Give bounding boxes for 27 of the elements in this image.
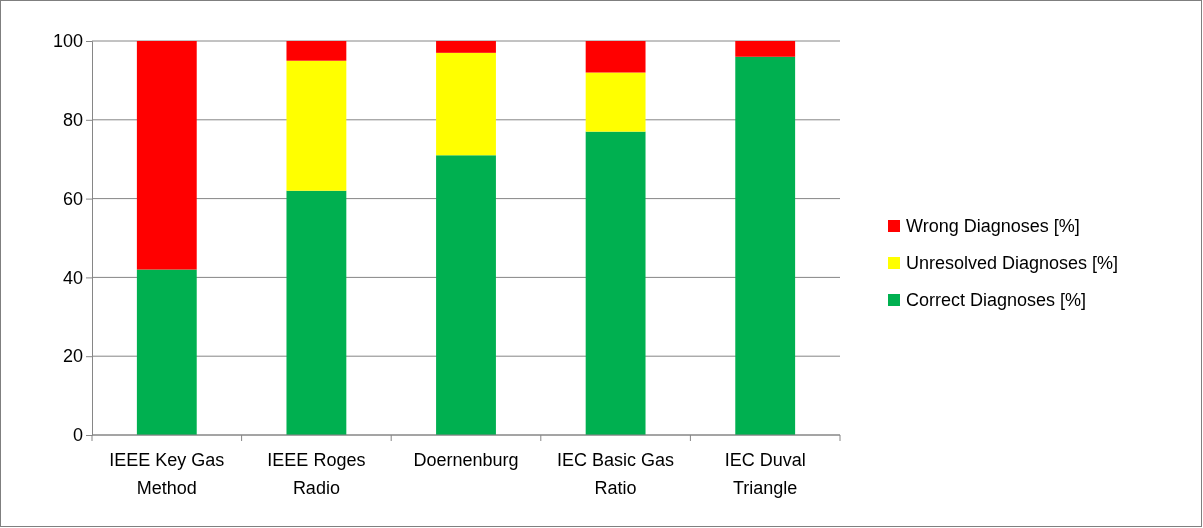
x-tick-label: IEEE Key Gas Method (109, 450, 225, 498)
bar (735, 41, 796, 57)
x-tick-label: IEEE Roges Radio (267, 450, 366, 498)
y-tick-label: 80 (62, 110, 83, 131)
legend-label: Wrong Diagnoses [%] (906, 216, 1080, 236)
y-tick-label: 20 (62, 346, 83, 367)
legend-label: Correct Diagnoses [%] (906, 290, 1087, 310)
bar (585, 131, 646, 435)
bar (436, 52, 496, 156)
y-tick-label: 100 (52, 31, 83, 52)
bar (436, 155, 496, 435)
y-tick-label: 40 (62, 267, 83, 288)
y-tick-label: 0 (72, 425, 83, 446)
x-tick-label: IEC Duval Triangle (724, 450, 806, 498)
x-tick-label: IEC Basic Gas Ratio (557, 450, 675, 498)
bar (436, 41, 496, 53)
bar (735, 56, 796, 435)
bar (585, 41, 646, 73)
x-tick-label: Doernenburg (413, 450, 519, 470)
bar (136, 269, 197, 435)
bar (136, 41, 197, 270)
bar (286, 190, 347, 435)
bar (585, 72, 646, 132)
bar (286, 60, 347, 191)
y-tick-label: 60 (62, 188, 83, 209)
bar (286, 41, 347, 61)
legend-label: Unresolved Diagnoses [%] (906, 253, 1119, 273)
